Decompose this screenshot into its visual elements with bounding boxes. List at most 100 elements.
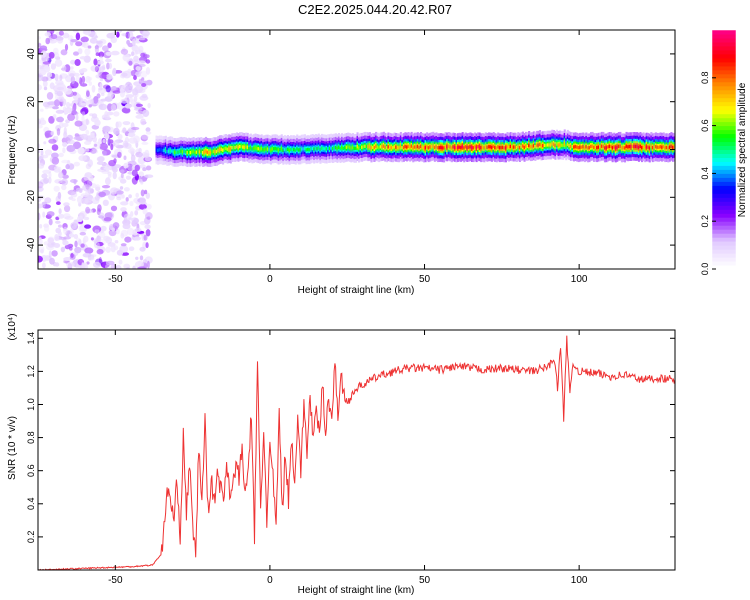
noise-speck — [47, 241, 55, 248]
ridge-cell — [218, 147, 221, 152]
ridge-cell — [364, 144, 367, 148]
ridge-cell — [269, 148, 272, 152]
noise-speck — [64, 205, 71, 213]
ridge-cell — [215, 149, 218, 154]
colorbar-segment — [712, 65, 736, 71]
ridge-cell — [246, 145, 249, 149]
ridge-cell — [307, 147, 310, 152]
colorbar-segment — [712, 261, 736, 266]
ridge-cell — [525, 144, 528, 148]
ridge-cell — [603, 146, 606, 150]
noise-speck — [63, 257, 72, 261]
noise-speck — [135, 114, 144, 119]
ridge-cell — [290, 147, 293, 152]
ridge-cell — [670, 144, 673, 148]
ridge-cell — [661, 145, 664, 149]
ridge-cell — [232, 145, 235, 150]
ridge-cell — [155, 148, 158, 152]
noise-speck — [38, 149, 41, 154]
ridge-cell — [265, 147, 268, 151]
noise-speck — [73, 51, 79, 56]
ridge-cell — [535, 143, 538, 147]
noise-speck — [135, 110, 145, 115]
spectrogram-x-tick-label: 50 — [419, 274, 431, 285]
ridge-cell — [355, 146, 358, 150]
ridge-cell — [520, 144, 523, 149]
ridge-cell — [664, 146, 667, 150]
colorbar-segment — [712, 169, 736, 174]
noise-speck — [98, 66, 106, 71]
noise-speck — [51, 152, 59, 159]
ridge-cell — [390, 146, 393, 150]
noise-speck — [135, 66, 141, 71]
colorbar-segment — [712, 30, 736, 35]
noise-speck — [123, 142, 129, 147]
noise-speck — [62, 174, 69, 179]
noise-speck — [54, 59, 63, 67]
ridge-cell — [659, 145, 662, 149]
ridge-cell — [184, 150, 187, 154]
noise-speck — [63, 236, 71, 240]
colorbar-segment — [712, 161, 736, 166]
noise-speck — [137, 266, 147, 269]
ridge-cell — [560, 143, 563, 147]
noise-speck — [125, 175, 131, 180]
noise-speck — [51, 157, 60, 165]
noise-speck — [46, 92, 54, 100]
noise-speck — [45, 55, 50, 62]
noise-speck — [96, 40, 103, 44]
noise-speck — [120, 229, 129, 237]
ridge-cell — [161, 148, 164, 153]
noise-speck — [89, 37, 98, 44]
noise-speck — [145, 212, 153, 220]
ridge-cell — [296, 147, 299, 151]
noise-speck — [120, 48, 129, 55]
snr-series-line — [38, 335, 675, 570]
noise-speck — [134, 164, 140, 172]
ridge-cell — [234, 145, 237, 150]
noise-speck — [112, 90, 121, 94]
ridge-cell — [222, 148, 225, 152]
noise-speck — [99, 55, 104, 63]
noise-speck — [116, 190, 124, 195]
noise-speck — [105, 85, 111, 93]
noise-speck — [120, 98, 129, 104]
ridge-cell — [562, 143, 565, 147]
ridge-cell — [223, 147, 226, 151]
ridge-cell — [242, 145, 245, 149]
colorbar-tick-label: 0.8 — [700, 72, 710, 85]
noise-speck — [73, 136, 82, 141]
noise-speck — [38, 143, 41, 149]
ridge-cell — [506, 144, 509, 148]
noise-speck — [56, 127, 61, 136]
noise-speck — [74, 59, 81, 66]
ridge-cell — [413, 145, 416, 149]
spectrogram-y-tick-label: 0 — [26, 146, 37, 152]
ridge-cell — [628, 144, 631, 149]
noise-speck — [86, 180, 90, 187]
ridge-cell — [262, 148, 265, 152]
noise-speck — [96, 235, 102, 243]
ridge-cell — [212, 149, 215, 154]
noise-speck — [39, 119, 47, 126]
colorbar-segment — [712, 225, 736, 230]
noise-speck — [107, 92, 114, 99]
ridge-cell — [174, 150, 177, 154]
ridge-cell — [404, 144, 407, 149]
ridge-cell — [526, 144, 529, 149]
noise-speck — [99, 83, 103, 89]
ridge-cell — [237, 145, 240, 150]
noise-speck — [122, 70, 132, 79]
colorbar-segment — [712, 73, 736, 79]
noise-speck — [105, 58, 112, 63]
noise-speck — [51, 250, 58, 257]
noise-speck — [61, 65, 67, 72]
noise-speck — [105, 177, 111, 186]
ridge-cell — [310, 147, 313, 151]
ridge-cell — [263, 147, 266, 152]
noise-speck — [48, 171, 52, 179]
colorbar-segment — [712, 221, 736, 226]
noise-speck — [110, 205, 118, 212]
ridge-cell — [433, 145, 436, 150]
noise-speck — [63, 88, 72, 95]
